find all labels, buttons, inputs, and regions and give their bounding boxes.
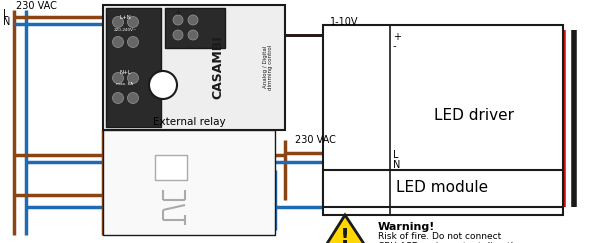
Circle shape — [113, 72, 124, 84]
Text: External relay: External relay — [152, 117, 226, 127]
Text: L+N: L+N — [119, 16, 131, 20]
Circle shape — [128, 72, 139, 84]
Text: 1-10V: 1-10V — [330, 17, 359, 27]
Text: Analog / Digital
dimming control: Analog / Digital dimming control — [263, 44, 274, 90]
Circle shape — [173, 30, 183, 40]
Text: CASAMBI: CASAMBI — [212, 35, 224, 99]
Text: LED driver: LED driver — [434, 107, 514, 122]
Text: L: L — [393, 150, 398, 160]
Text: N: N — [3, 17, 10, 27]
Bar — [103, 130, 275, 235]
Text: 220-240V~: 220-240V~ — [113, 28, 137, 32]
Text: N+L: N+L — [119, 69, 131, 75]
Text: Warning!: Warning! — [378, 222, 436, 232]
Text: +: + — [175, 8, 181, 17]
Text: Risk of fire. Do not connect
CBU-ASD mains output directly
to LED driver mains i: Risk of fire. Do not connect CBU-ASD mai… — [378, 232, 518, 243]
Text: N: N — [393, 160, 400, 170]
Circle shape — [188, 15, 198, 25]
Circle shape — [128, 36, 139, 47]
Text: +: + — [393, 32, 401, 42]
Text: !: ! — [340, 228, 350, 243]
Circle shape — [113, 93, 124, 104]
Text: 230 VAC: 230 VAC — [295, 135, 336, 145]
Circle shape — [113, 36, 124, 47]
Bar — [323, 170, 563, 207]
Bar — [103, 5, 285, 130]
Circle shape — [128, 93, 139, 104]
Bar — [323, 25, 563, 215]
Circle shape — [113, 17, 124, 27]
Bar — [155, 155, 187, 180]
Polygon shape — [323, 215, 368, 243]
Bar — [165, 8, 225, 48]
Circle shape — [128, 17, 139, 27]
Text: 230 VAC: 230 VAC — [16, 1, 57, 11]
Text: -: - — [393, 41, 397, 51]
Circle shape — [188, 30, 198, 40]
Text: L: L — [3, 9, 8, 19]
Bar — [106, 8, 161, 127]
Circle shape — [173, 15, 183, 25]
Text: -: - — [191, 8, 194, 17]
Text: max. 6A: max. 6A — [116, 82, 134, 86]
Circle shape — [149, 71, 177, 99]
Text: LED module: LED module — [396, 181, 488, 196]
